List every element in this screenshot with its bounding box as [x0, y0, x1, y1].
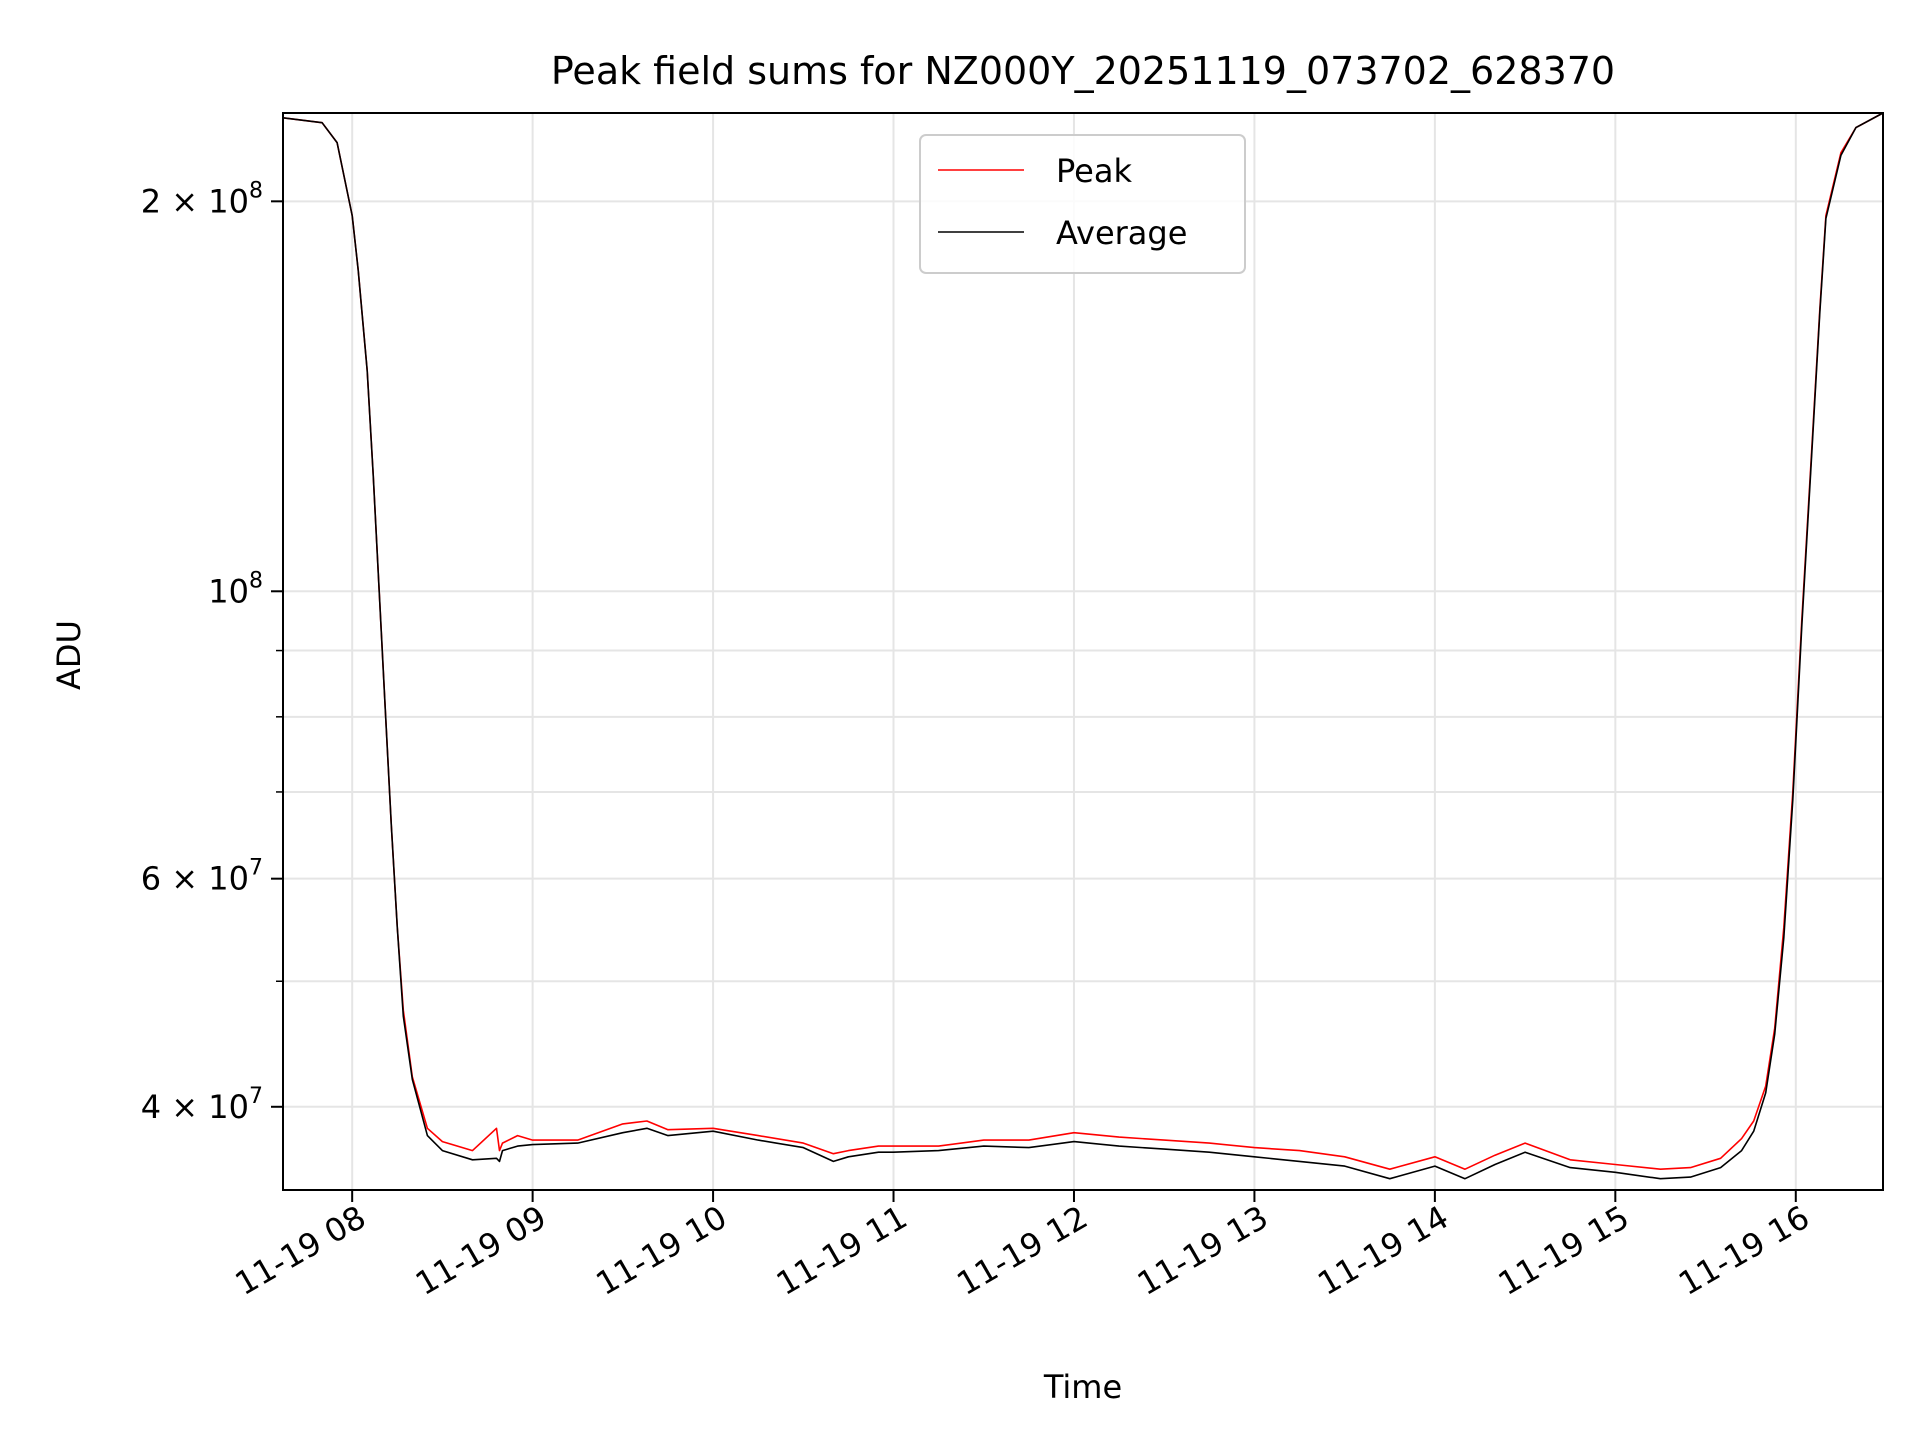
- y-tick-base: 6 × 10: [141, 860, 249, 898]
- y-tick-base: 4 × 10: [141, 1088, 249, 1126]
- x-axis-label: Time: [1043, 1368, 1122, 1406]
- plot-frame: [282, 112, 1884, 1191]
- legend: Peak Average: [919, 134, 1246, 274]
- y-axis-label: ADU: [50, 620, 88, 690]
- series-area: [282, 112, 1884, 1180]
- x-tick-label: 11-19 08: [229, 1198, 373, 1303]
- chart-title: Peak field sums for NZ000Y_20251119_0737…: [551, 49, 1615, 93]
- y-tick-label: 6 × 107: [141, 856, 263, 898]
- x-tick-label: 11-19 09: [409, 1198, 553, 1303]
- x-tick-label: 11-19 10: [589, 1198, 733, 1303]
- y-tick-label: 2 × 108: [141, 178, 263, 220]
- legend-label-peak: Peak: [1056, 152, 1132, 190]
- x-tick-label: 11-19 15: [1492, 1198, 1636, 1303]
- y-tick-label: 108: [208, 568, 263, 610]
- x-tick-label: 11-19 12: [950, 1198, 1094, 1303]
- y-tick-base: 10: [208, 572, 249, 610]
- x-axis: 11-19 08 11-19 09 11-19 10 11-19 11 11-19 12…: [229, 1190, 1816, 1303]
- y-tick-exponent: 7: [249, 856, 263, 881]
- y-tick-exponent: 8: [249, 178, 263, 203]
- x-tick-label: 11-19 16: [1672, 1198, 1816, 1303]
- x-tick-label: 11-19 13: [1131, 1198, 1275, 1303]
- y-tick-label: 4 × 107: [141, 1084, 263, 1126]
- series-line-average: [282, 112, 1884, 1180]
- grid: [283, 113, 1883, 1190]
- legend-label-average: Average: [1056, 214, 1187, 252]
- x-tick-label: 11-19 14: [1311, 1198, 1455, 1303]
- y-tick-exponent: 7: [249, 1084, 263, 1109]
- x-tick-label: 11-19 11: [770, 1198, 914, 1303]
- y-tick-base: 2 × 10: [141, 182, 249, 220]
- y-tick-exponent: 8: [249, 568, 263, 593]
